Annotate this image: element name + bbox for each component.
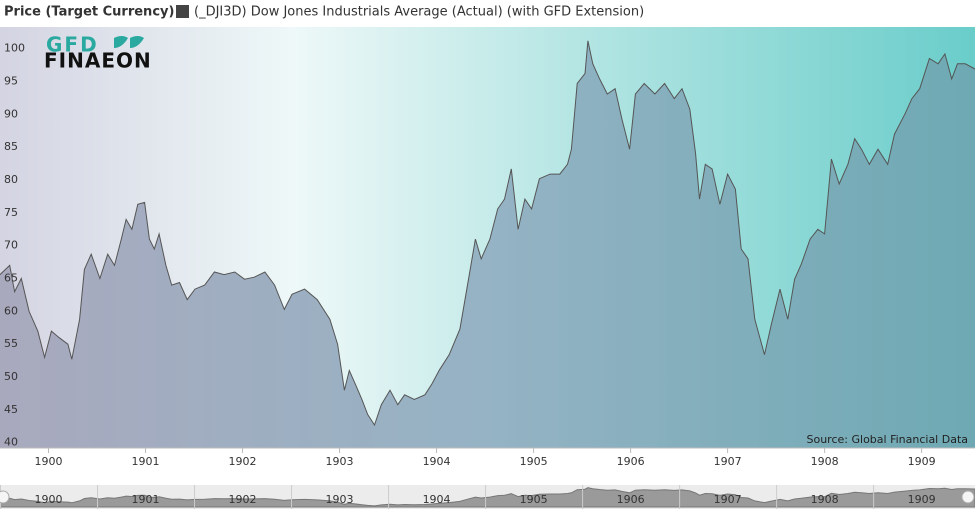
x-tick-label: 1904 bbox=[423, 455, 451, 468]
x-tick-label: 1906 bbox=[617, 455, 645, 468]
navigator-tick-label: 1902 bbox=[229, 493, 257, 506]
x-tick-label: 1908 bbox=[811, 455, 839, 468]
chart-title: Price (Target Currency) bbox=[4, 5, 174, 20]
y-tick-label: 70 bbox=[4, 239, 18, 252]
legend-swatch bbox=[176, 5, 189, 18]
x-tick-label: 1901 bbox=[132, 455, 160, 468]
navigator-handle-left[interactable] bbox=[0, 490, 10, 504]
legend-label: (_DJI3D) Dow Jones Industrials Average (… bbox=[194, 5, 644, 20]
x-tick-label: 1907 bbox=[714, 455, 742, 468]
logo-top: GFD bbox=[46, 33, 99, 57]
y-tick-label: 65 bbox=[4, 272, 18, 285]
y-tick-label: 85 bbox=[4, 140, 18, 153]
navigator-tick-label: 1908 bbox=[811, 493, 839, 506]
y-tick-label: 100 bbox=[4, 42, 25, 55]
navigator-tick-label: 1901 bbox=[132, 493, 160, 506]
navigator-tick-label: 1903 bbox=[326, 493, 354, 506]
navigator-tick-label: 1904 bbox=[423, 493, 451, 506]
x-tick-label: 1902 bbox=[229, 455, 257, 468]
price-line bbox=[0, 40, 975, 427]
area-fill bbox=[0, 40, 975, 449]
navigator-tick-label: 1907 bbox=[714, 493, 742, 506]
logo: GFD FINAEON bbox=[44, 33, 152, 73]
y-tick-label: 45 bbox=[4, 403, 18, 416]
source-note: Source: Global Financial Data bbox=[807, 433, 969, 446]
navigator-tick-label: 1905 bbox=[520, 493, 548, 506]
navigator-tick-label: 1906 bbox=[617, 493, 645, 506]
y-tick-label: 50 bbox=[4, 370, 18, 383]
y-tick-label: 80 bbox=[4, 173, 18, 186]
y-tick-label: 95 bbox=[4, 75, 18, 88]
y-tick-label: 60 bbox=[4, 304, 18, 317]
y-tick-label: 55 bbox=[4, 337, 18, 350]
x-tick-label: 1900 bbox=[35, 455, 63, 468]
navigator-tick-label: 1900 bbox=[35, 493, 63, 506]
x-tick-label: 1905 bbox=[520, 455, 548, 468]
y-tick-label: 90 bbox=[4, 107, 18, 120]
logo-bottom: FINAEON bbox=[44, 49, 152, 73]
x-tick-label: 1909 bbox=[908, 455, 936, 468]
navigator-tick-label: 1909 bbox=[908, 493, 936, 506]
navigator-area bbox=[0, 487, 975, 508]
y-tick-label: 40 bbox=[4, 436, 18, 449]
y-tick-label: 75 bbox=[4, 206, 18, 219]
x-tick-label: 1903 bbox=[326, 455, 354, 468]
logo-leaves bbox=[114, 36, 144, 48]
navigator-handle-right[interactable] bbox=[961, 490, 975, 504]
